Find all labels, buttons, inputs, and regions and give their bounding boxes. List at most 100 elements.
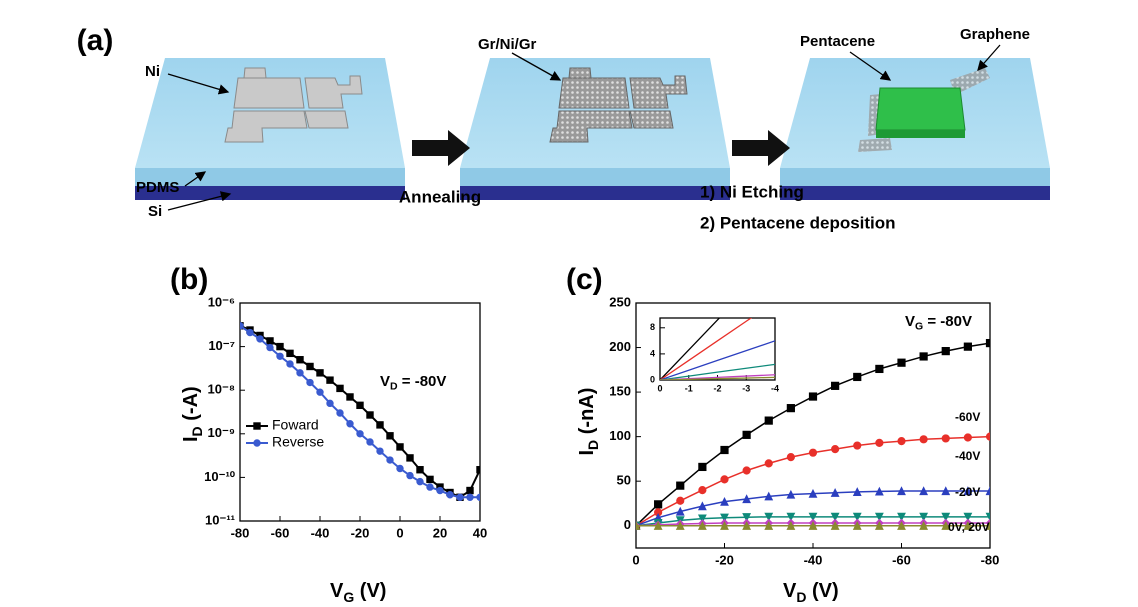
data-point (853, 441, 862, 450)
arrow (977, 44, 1001, 71)
series-line (660, 363, 775, 380)
data-point (276, 342, 284, 351)
x-tick-label: 0 (396, 525, 403, 540)
series-line (660, 318, 721, 380)
series-line (660, 376, 775, 380)
step-label: 1) Ni Etching (700, 182, 804, 201)
data-point (764, 416, 773, 425)
legend-marker (253, 439, 261, 447)
data-point (764, 512, 774, 522)
data-point (366, 438, 374, 446)
data-point (919, 521, 929, 530)
data-point (963, 521, 973, 530)
x-tick-label: -60 (892, 552, 911, 567)
data-point (742, 521, 752, 530)
legend-marker (253, 422, 261, 430)
y-axis-label-main: I (180, 436, 202, 442)
y-tick-label: 100 (609, 428, 631, 443)
data-point (720, 521, 729, 530)
data-point (266, 337, 274, 345)
process-arrow (412, 130, 470, 166)
x-axis-label-sub: D (796, 589, 806, 605)
label: Pentacene (800, 33, 875, 50)
data-point (897, 486, 906, 496)
data-point (831, 381, 840, 390)
data-point (985, 512, 990, 522)
data-point (830, 488, 840, 497)
data-point (786, 489, 796, 499)
data-point (897, 436, 906, 446)
label: Ni (145, 63, 160, 80)
data-point (852, 521, 862, 530)
label: Gr/Ni/Gr (478, 36, 537, 53)
data-point (376, 447, 384, 455)
gr-ni-gr-electrodes (549, 67, 688, 143)
data-point (416, 477, 424, 486)
data-point (852, 487, 862, 496)
data-point (742, 494, 752, 504)
data-point (296, 369, 304, 377)
x-tick-label: 0 (632, 552, 639, 567)
x-axis-label-rest: (V) (354, 580, 386, 602)
series-group (636, 338, 990, 531)
y-tick-label: 50 (617, 473, 631, 488)
label: PDMS (136, 179, 179, 196)
data-point (985, 338, 990, 348)
data-point (286, 360, 294, 368)
data-point (675, 521, 685, 530)
x-axis-label-sub: G (343, 589, 354, 605)
pentacene-film (875, 87, 966, 138)
data-point (897, 512, 906, 522)
arrow (184, 171, 207, 187)
annotation: 0V, 20V (948, 520, 990, 534)
data-point (720, 496, 729, 506)
data-point (376, 421, 384, 429)
data-point (346, 420, 354, 428)
data-point (720, 445, 729, 455)
data-point (786, 453, 795, 462)
y-tick-label: 0 (650, 374, 655, 384)
data-point (852, 512, 862, 522)
data-point (941, 347, 950, 356)
annotation: VD = -80V (380, 373, 446, 392)
y-tick-label: 10⁻⁹ (208, 425, 236, 440)
data-point (786, 404, 795, 413)
step-label: 2) Pentacene deposition (700, 213, 896, 232)
data-point (963, 512, 973, 522)
y-axis-label-rest: (-nA) (576, 388, 598, 440)
x-tick-label: -60 (271, 525, 290, 540)
data-point (256, 335, 264, 343)
annotation-main: V (905, 313, 915, 330)
data-point (296, 356, 304, 364)
data-point (476, 493, 480, 501)
y-tick-label: 8 (650, 322, 655, 332)
data-point (874, 512, 884, 522)
data-point (897, 521, 906, 530)
data-point (386, 432, 394, 440)
data-point (941, 521, 951, 530)
data-point (919, 512, 929, 522)
data-point (875, 364, 884, 374)
x-tick-label: -80 (231, 525, 250, 540)
data-point (336, 384, 344, 393)
data-point (426, 475, 434, 484)
annotation-main: V (380, 373, 390, 390)
y-tick-label: 10⁻¹⁰ (204, 469, 236, 484)
data-point (985, 486, 990, 496)
data-point (830, 512, 840, 522)
label: Graphene (960, 26, 1030, 43)
data-point (396, 443, 404, 451)
data-point (742, 466, 751, 475)
x-tick-label: -20 (715, 552, 734, 567)
series-group (660, 318, 775, 380)
legend-label: Foward (272, 417, 319, 433)
data-point (786, 521, 796, 530)
data-point (742, 513, 752, 522)
y-tick-label: 10⁻⁸ (208, 382, 235, 397)
data-point (675, 506, 685, 516)
y-tick-label: 4 (650, 348, 655, 358)
data-point (963, 433, 972, 442)
data-point (653, 521, 663, 530)
data-point (306, 378, 314, 387)
data-point (316, 388, 324, 396)
